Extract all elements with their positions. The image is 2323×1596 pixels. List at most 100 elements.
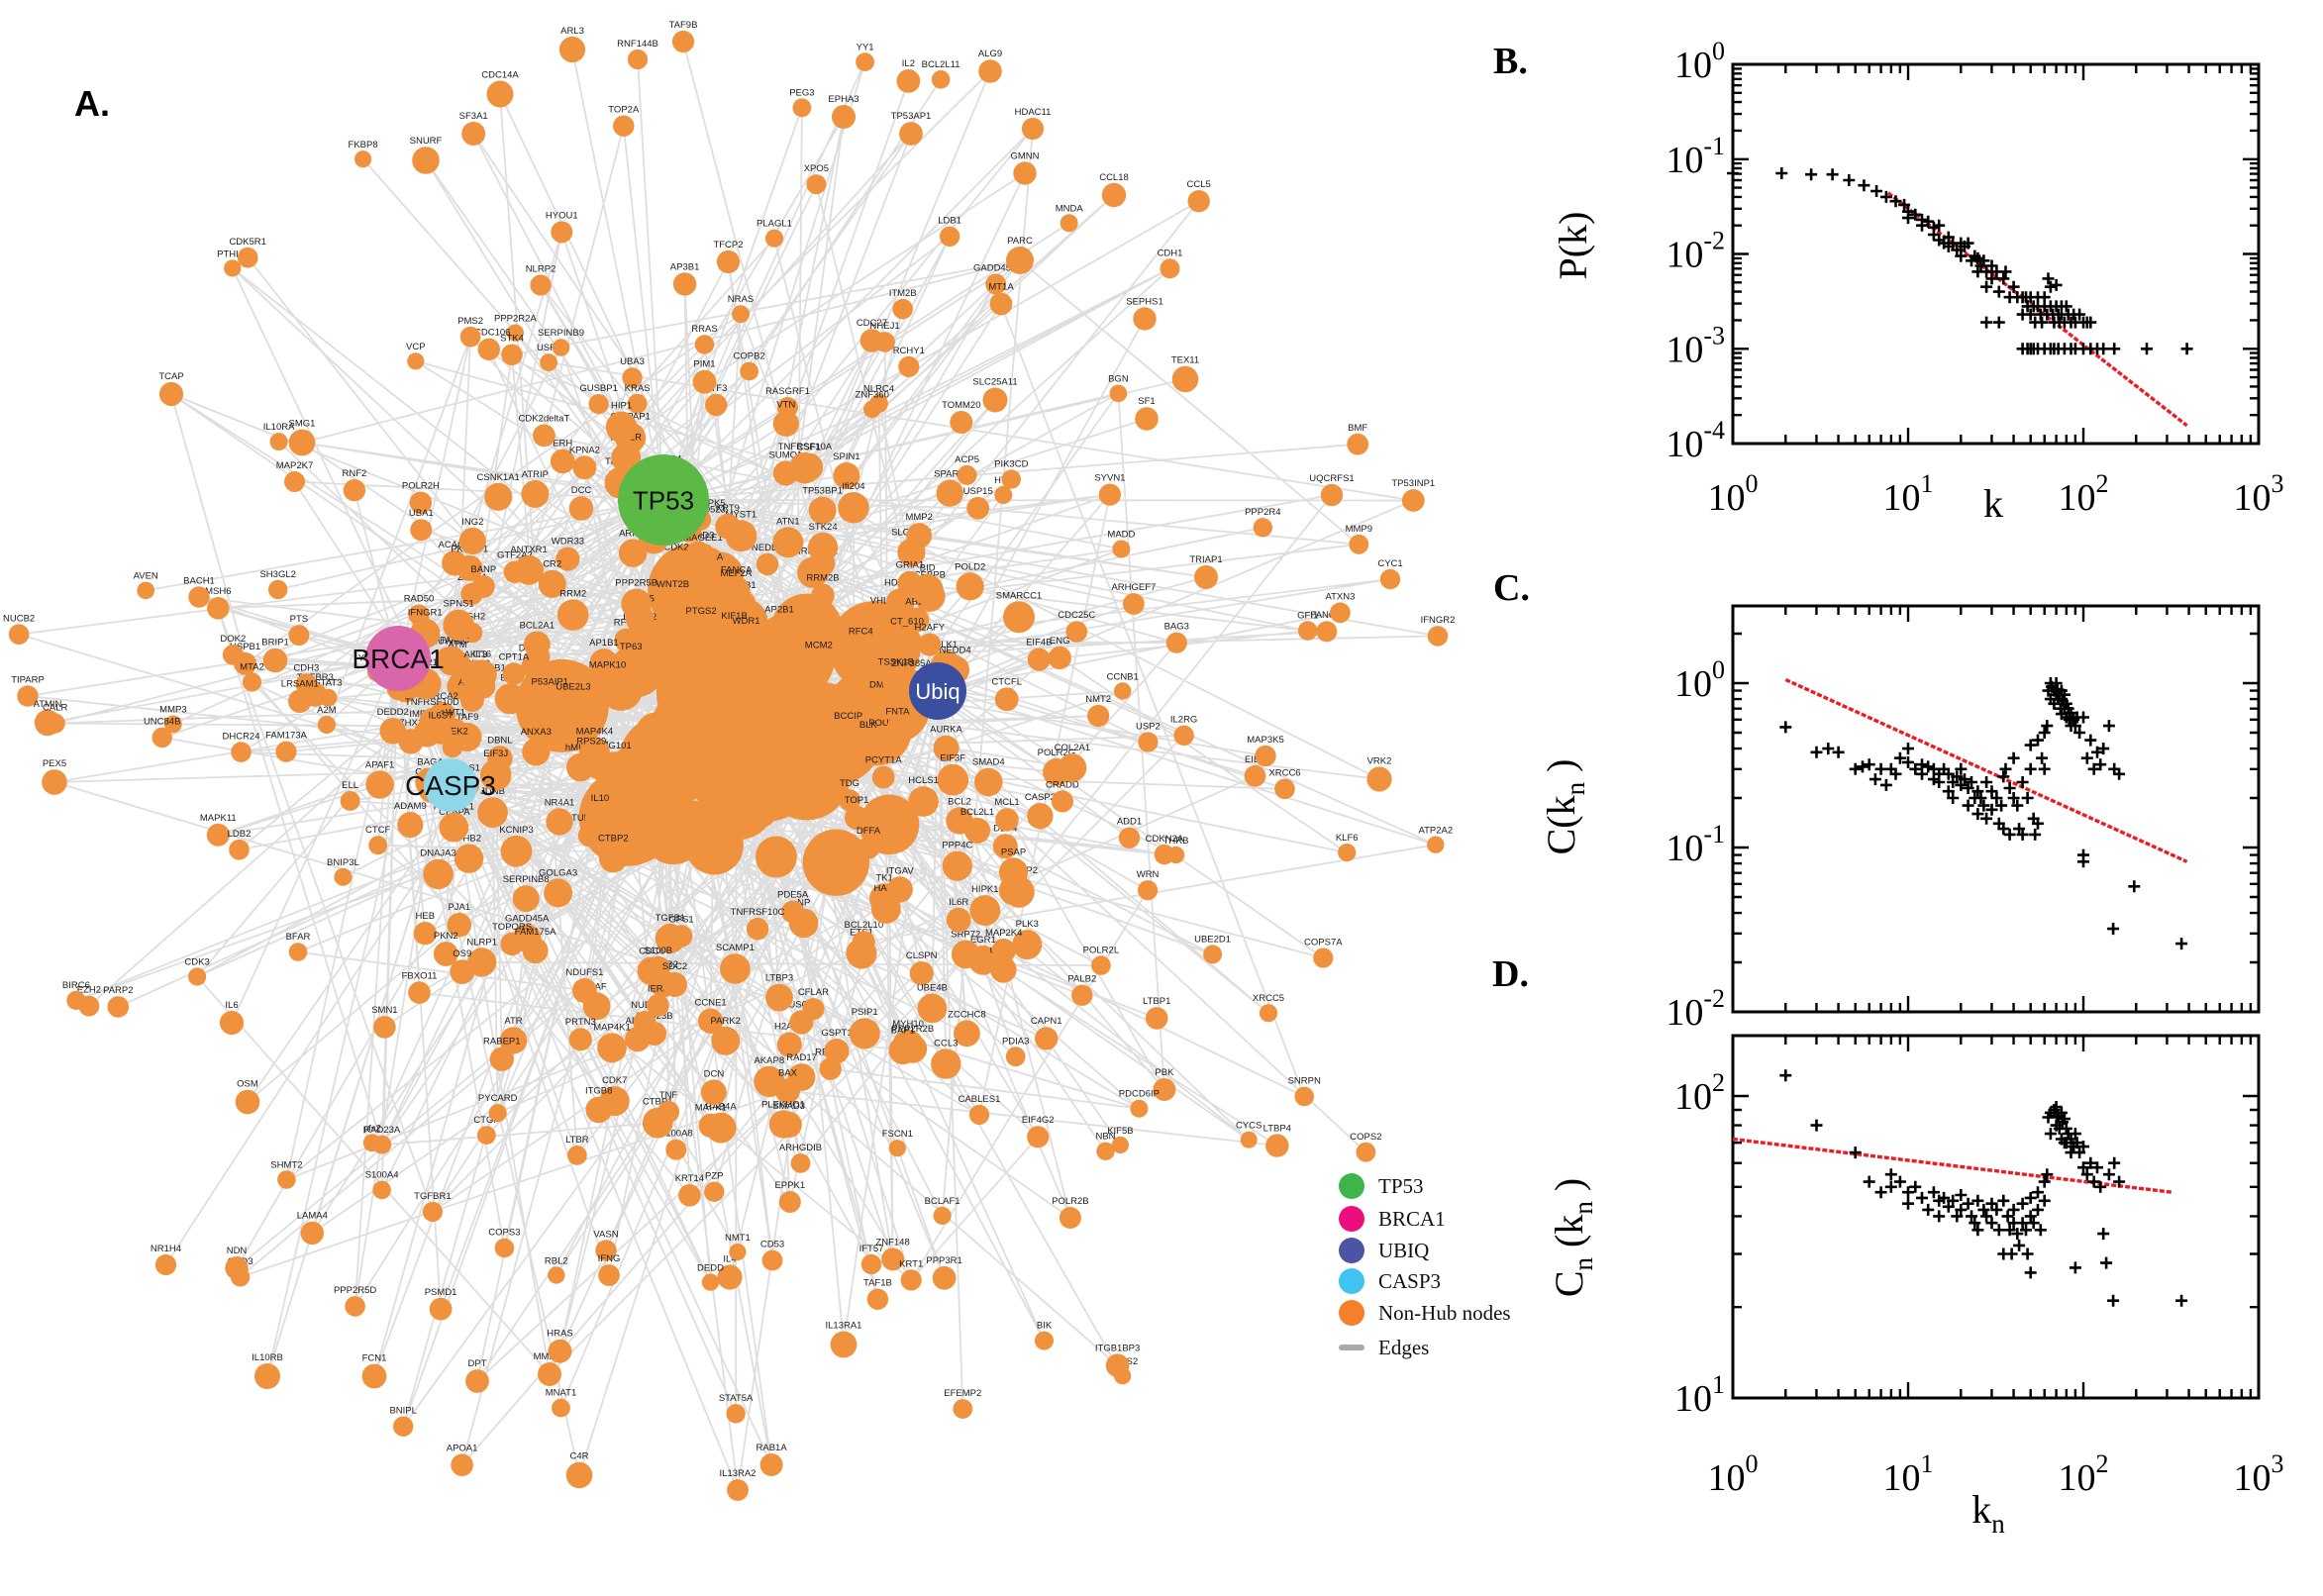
network-node-label: NEDD8	[752, 543, 783, 553]
network-node-label: STAT3	[314, 678, 342, 689]
network-node	[672, 272, 697, 296]
network-node-label: FANCG	[1310, 610, 1343, 621]
scatter-points	[1727, 167, 2193, 355]
network-node-label: POLR2H	[402, 481, 440, 492]
network-node	[459, 687, 484, 713]
network-node-label: AVEN	[134, 571, 158, 582]
network-node-label: BCL2L10	[844, 920, 883, 931]
network-node-label: ITGAV	[886, 865, 914, 876]
network-node-label: CTBP1	[643, 1097, 673, 1108]
network-node	[558, 692, 588, 722]
network-node-label: GOLGA3	[539, 867, 577, 878]
network-node-label: NHEJ1	[870, 321, 900, 332]
network-node-label: TOPORS	[492, 922, 532, 933]
network-node-label: RABEP1	[483, 1037, 521, 1047]
network-node-label: AKAP8	[754, 1055, 784, 1066]
network-node	[1145, 1007, 1168, 1030]
network-node	[1255, 745, 1276, 767]
network-node-label: VTN	[776, 400, 795, 411]
network-node	[235, 1089, 260, 1115]
network-node	[1203, 945, 1223, 964]
network-node	[759, 1453, 783, 1476]
network-node-label: OS9	[453, 948, 471, 959]
network-node-label: ITM2B	[889, 288, 917, 299]
network-node	[1118, 827, 1141, 848]
network-node-label: UBE4B	[917, 983, 948, 994]
network-node	[1316, 621, 1338, 643]
network-node-label: MADD	[1107, 529, 1135, 540]
network-node	[1274, 778, 1295, 800]
network-node-label: CFLAR	[798, 987, 829, 998]
network-node	[978, 59, 1002, 83]
network-node-label: BCCIP	[834, 711, 862, 722]
network-node-label: USF2	[537, 343, 560, 353]
network-node-label: HEB	[416, 911, 436, 922]
network-node	[968, 1104, 990, 1125]
network-node-label: CT_610	[890, 616, 924, 627]
network-node-label: PTS	[290, 614, 308, 625]
network-node-label: POLR2L	[1083, 945, 1119, 955]
network-node	[974, 767, 1003, 797]
network-node	[556, 599, 589, 631]
network-node	[1401, 489, 1425, 512]
network-node-label: USP15	[963, 486, 993, 497]
network-node-label: SMN1	[371, 1005, 397, 1016]
network-node	[594, 670, 621, 697]
network-node	[1194, 565, 1218, 589]
network-node-label: THRB	[1163, 836, 1189, 847]
network-node	[538, 569, 566, 598]
network-node	[618, 539, 648, 567]
network-node-label: ZNF360	[856, 390, 889, 401]
y-tick-label: 100	[1674, 655, 1725, 705]
network-node-label: CCDC106	[467, 328, 510, 339]
network-node	[746, 917, 769, 941]
network-node	[164, 715, 182, 734]
network-node-label: IL2	[902, 58, 915, 69]
network-node	[571, 978, 597, 1003]
network-node-label: PIM1	[693, 359, 715, 370]
network-node-label: NLRP1	[466, 937, 497, 948]
network-node	[433, 942, 458, 966]
network-node-label: FNTA	[885, 706, 910, 717]
network-node-label: CTGF	[473, 1115, 499, 1126]
network-node	[107, 996, 130, 1018]
network-node-label: LDB2	[228, 829, 252, 840]
x-tick-label: 102	[2059, 1449, 2109, 1499]
network-node	[946, 907, 971, 933]
network-node	[1294, 1086, 1314, 1107]
network-node-label: UQCRFS1	[1309, 473, 1354, 484]
network-node-label: ALG9	[978, 49, 1002, 59]
network-node-label: ZCCHC8	[948, 1009, 986, 1020]
network-node	[953, 1399, 973, 1419]
network-node	[937, 763, 969, 796]
network-node	[242, 672, 262, 692]
network-node-label: WDR33	[552, 537, 584, 548]
network-node	[533, 424, 556, 448]
network-node-label: GTF2A2	[497, 549, 533, 560]
network-node-label: TSSK1B	[878, 657, 914, 668]
network-node	[995, 808, 1019, 832]
network-node	[772, 527, 804, 558]
network-node-label: COPB2	[733, 351, 764, 362]
network-node	[622, 367, 643, 388]
network-node-label: UBA1	[409, 508, 434, 519]
network-node	[288, 429, 316, 456]
network-node	[969, 895, 1001, 927]
network-node	[1297, 621, 1318, 641]
panel-c-label: C.	[1493, 567, 1530, 609]
network-node-label: GPS1	[668, 914, 693, 925]
network-node-label: SH3GL2	[259, 569, 295, 580]
network-node-label: IFNG	[598, 1253, 621, 1264]
network-node-label: BNIPL	[389, 1406, 416, 1417]
network-node	[8, 624, 30, 645]
network-node-label: BCLAF1	[925, 1196, 960, 1207]
network-node	[1138, 880, 1159, 901]
network-node-label: FANCA	[721, 565, 753, 576]
network-node-label: COPS2	[1350, 1132, 1381, 1143]
network-node	[379, 718, 407, 745]
network-node	[1130, 1099, 1149, 1118]
network-node	[1087, 704, 1110, 728]
network-node	[407, 352, 425, 370]
x-tick-label: 100	[1708, 1449, 1759, 1499]
network-node-label: GMNN	[1010, 150, 1039, 161]
